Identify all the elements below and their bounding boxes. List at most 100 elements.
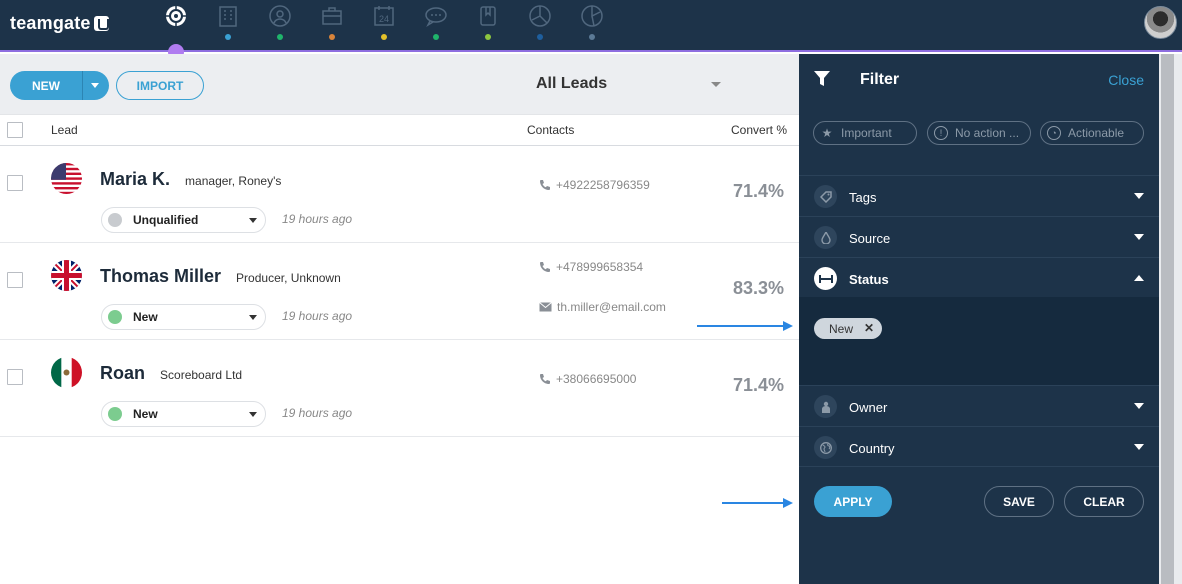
chip-label: No action ... [955,126,1020,140]
view-selector[interactable]: All Leads [536,75,608,92]
new-button[interactable]: NEW [10,71,109,100]
calendar-icon: 24 [374,6,394,26]
chat-icon [425,7,447,27]
row-checkbox[interactable] [7,175,23,191]
filter-chip-important[interactable]: ★ Important [813,121,917,145]
phone-icon [540,180,550,190]
nav-chat[interactable] [421,4,451,44]
nav-reports[interactable] [525,4,555,44]
nav-documents[interactable] [473,4,503,44]
nav-dashboard[interactable] [161,4,191,44]
nav-insights[interactable] [577,4,607,44]
document-icon [480,6,496,26]
phone-number: +478999658354 [556,260,644,274]
table-row[interactable]: Thomas Miller Producer, Unknown New 19 h… [0,243,799,340]
lead-name[interactable]: Maria K. [100,169,171,189]
pie-chart-icon [529,5,551,27]
status-color-dot [108,310,122,324]
divider [82,71,83,100]
nav-dot [485,34,491,40]
status-dropdown[interactable]: Unqualified [101,207,266,233]
status-dropdown[interactable]: New [101,401,266,427]
save-button-label: SAVE [1003,494,1035,509]
person-icon [814,395,837,418]
filter-section-country[interactable]: Country [799,426,1159,467]
status-value: Unqualified [133,213,199,227]
save-button[interactable]: SAVE [984,486,1054,517]
lead-name-link[interactable]: Roan Scoreboard Ltd [100,363,242,384]
lead-name[interactable]: Thomas Miller [100,266,222,286]
lead-name-link[interactable]: Maria K. manager, Roney's [100,169,281,190]
section-label: Status [849,272,889,287]
column-header-convert[interactable]: Convert % [731,123,788,137]
import-button[interactable]: IMPORT [116,71,204,100]
convert-rate: 71.4% [733,375,785,395]
clear-button[interactable]: CLEAR [1064,486,1144,517]
status-filter-tag[interactable]: New ✕ [814,318,882,339]
chevron-down-icon[interactable] [711,82,721,87]
filter-section-status[interactable]: Status [799,257,1159,298]
last-activity-time: 19 hours ago [282,309,353,323]
close-icon[interactable]: ✕ [863,321,874,335]
table-row[interactable]: Maria K. manager, Roney's Unqualified 19… [0,146,799,243]
chevron-down-icon [1134,234,1144,240]
status-icon [814,267,837,290]
section-label: Owner [849,400,888,415]
contact-email[interactable]: th.miller@email.com [539,300,666,314]
droplet-icon [814,226,837,249]
contact-phone[interactable]: +4922258796359 [539,178,650,192]
nav-companies[interactable] [213,4,243,44]
lead-title: Scoreboard Ltd [160,368,243,382]
chip-label: Important [841,126,892,140]
lead-name[interactable]: Roan [100,363,145,383]
chevron-down-icon [249,315,257,320]
nav-calendar[interactable]: 24 [369,4,399,44]
app-logo[interactable]: teamgate [10,13,109,34]
filter-chip-actionable[interactable]: ◔ Actionable [1040,121,1144,145]
filter-title: Filter [860,71,900,88]
building-icon [219,6,237,27]
import-button-label: IMPORT [136,78,184,93]
filter-section-tags[interactable]: Tags [799,175,1159,216]
status-dropdown[interactable]: New [101,304,266,330]
status-value: New [133,407,158,421]
section-label: Country [849,441,895,456]
lead-name-link[interactable]: Thomas Miller Producer, Unknown [100,266,341,287]
nav-deals[interactable] [317,4,347,44]
nav-people[interactable] [265,4,295,44]
alarm-clock-icon: ◔ [1047,126,1061,140]
nav-dot [329,34,335,40]
us-flag-icon [51,163,82,194]
column-header-lead[interactable]: Lead [51,123,78,137]
envelope-icon [539,302,552,312]
chevron-up-icon [1134,275,1144,281]
status-color-dot [108,213,122,227]
filter-section-source[interactable]: Source [799,216,1159,257]
lead-title: manager, Roney's [185,174,282,188]
section-label: Tags [849,190,877,205]
row-checkbox[interactable] [7,272,23,288]
chevron-down-icon[interactable] [91,83,99,88]
tag-label: New [829,321,854,336]
funnel-icon [814,71,830,86]
phone-icon [540,262,550,272]
apply-button[interactable]: APPLY [814,486,892,517]
table-row[interactable]: Roan Scoreboard Ltd New 19 hours ago +38… [0,340,799,437]
select-all-checkbox[interactable] [7,122,23,138]
scrollbar-thumb[interactable] [1161,54,1174,584]
close-filter-link[interactable]: Close [1108,72,1144,88]
star-icon: ★ [821,126,833,140]
row-checkbox[interactable] [7,369,23,385]
target-icon [166,6,186,26]
user-avatar[interactable] [1144,6,1177,39]
column-header-contacts[interactable]: Contacts [527,123,575,137]
annotation-arrow [722,498,793,508]
apply-button-label: APPLY [833,494,873,509]
nav-dot [225,34,231,40]
contact-phone[interactable]: +478999658354 [539,260,643,274]
filter-section-owner[interactable]: Owner [799,385,1159,426]
contact-phone[interactable]: +38066695000 [539,372,636,386]
filter-chip-no-action[interactable]: ! No action ... [927,121,1031,145]
top-navigation-bar: teamgate [0,0,1182,52]
pie-chart-icon [581,5,603,27]
